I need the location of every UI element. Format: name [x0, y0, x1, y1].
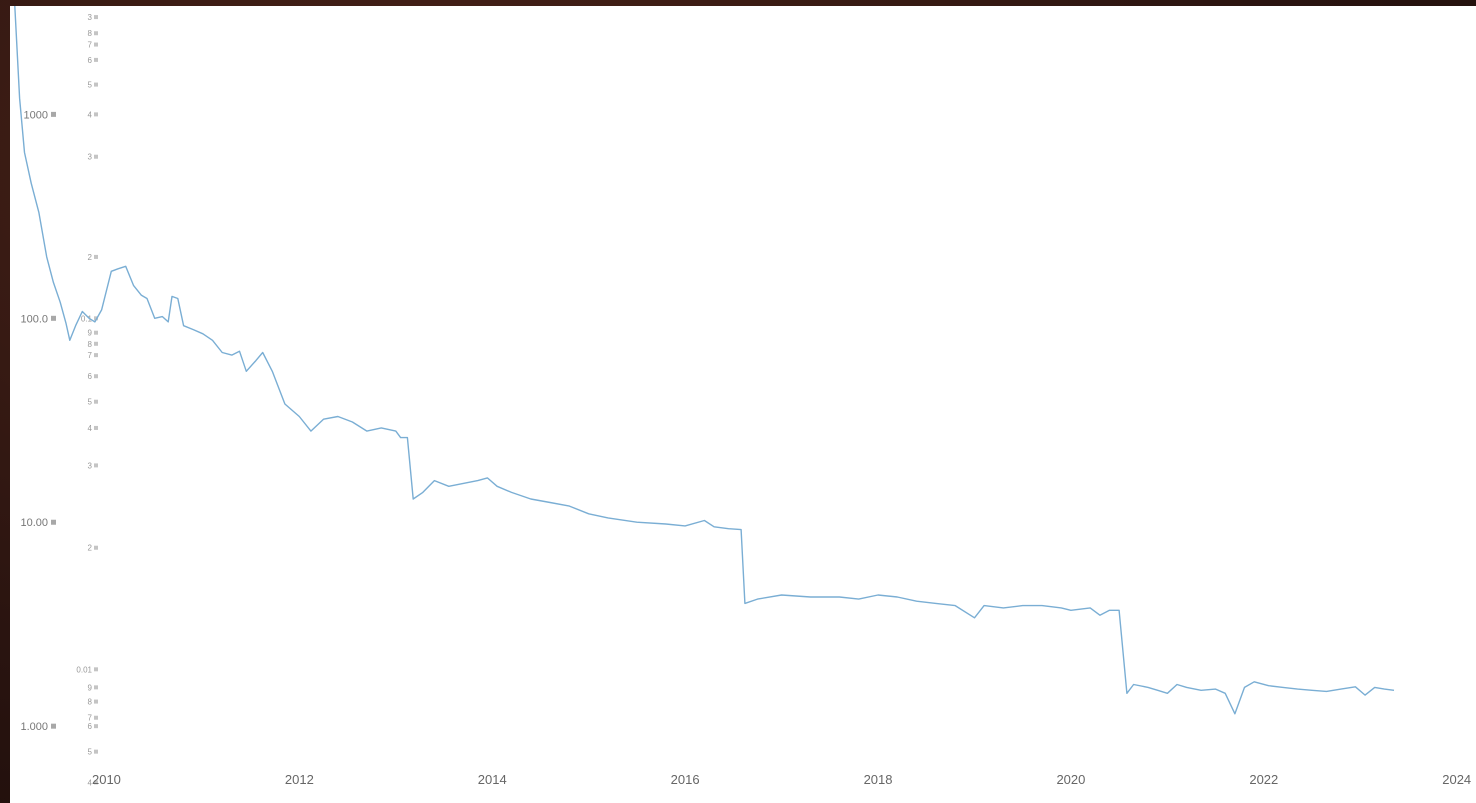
- y-minor-tick-label: 7: [88, 41, 93, 50]
- y-minor-tick-mark: [94, 374, 98, 379]
- y-minor-tick-label: 9: [88, 683, 93, 692]
- y-minor-tick-label: 7: [88, 714, 93, 723]
- chart-panel: 1000 100.0 10.00 1.000 3 8 7 6 5 4 3 2 0.1 9 8 7 6 5 4 3 2 0.…: [10, 6, 1476, 803]
- y-minor-tick-mark: [94, 399, 98, 404]
- y-minor-tick-mark: [94, 749, 98, 754]
- y-minor-tick-mark: [94, 425, 98, 430]
- series-line: [14, 6, 1395, 715]
- y-minor-tick-label: 2: [88, 544, 93, 553]
- line-chart: 1000100.010.001.000387654320.1987654320.…: [14, 6, 1471, 787]
- y-minor-tick-label: 5: [88, 81, 93, 90]
- x-tick-label: 2014: [478, 772, 507, 787]
- y-minor-tick-mark: [94, 780, 98, 785]
- y-minor-tick-label: 3: [88, 153, 93, 162]
- y-minor-tick-mark: [94, 667, 98, 672]
- y-minor-tick-label: 6: [88, 722, 93, 731]
- y-minor-tick-mark: [94, 353, 98, 358]
- y-minor-tick-mark: [94, 154, 98, 159]
- x-tick-label: 2020: [1056, 772, 1085, 787]
- x-tick-label: 2010: [92, 772, 121, 787]
- x-tick-label: 2012: [285, 772, 314, 787]
- y-minor-tick-mark: [94, 341, 98, 346]
- y-minor-tick-label: 7: [88, 351, 93, 360]
- y-axis: 1000100.010.001.000387654320.1987654320.…: [20, 13, 98, 787]
- y-major-tick-label: 1.000: [20, 721, 48, 733]
- y-minor-tick-label: 5: [88, 398, 93, 407]
- y-minor-tick-mark: [94, 57, 98, 62]
- y-minor-tick-label: 0.01: [76, 665, 92, 674]
- y-minor-tick-mark: [94, 15, 98, 20]
- y-major-tick-mark: [51, 519, 56, 525]
- y-minor-tick-mark: [94, 42, 98, 47]
- y-minor-tick-label: 2: [88, 253, 93, 262]
- y-minor-tick-mark: [94, 112, 98, 117]
- y-minor-tick-label: 4: [88, 424, 93, 433]
- y-minor-tick-label: 0.1: [81, 314, 93, 323]
- y-minor-tick-label: 8: [88, 340, 93, 349]
- y-major-tick-label: 100.0: [20, 313, 48, 325]
- y-minor-tick-mark: [94, 254, 98, 259]
- y-minor-tick-mark: [94, 316, 98, 321]
- y-major-tick-label: 1000: [24, 109, 48, 121]
- y-minor-tick-mark: [94, 699, 98, 704]
- y-minor-tick-label: 4: [88, 778, 93, 787]
- y-minor-tick-label: 3: [88, 13, 93, 22]
- series-layer: [14, 6, 1395, 715]
- x-tick-label: 2024: [1442, 772, 1471, 787]
- y-minor-tick-mark: [94, 715, 98, 720]
- y-minor-tick-label: 9: [88, 329, 93, 338]
- y-minor-tick-mark: [94, 463, 98, 468]
- x-tick-label: 2016: [671, 772, 700, 787]
- x-tick-label: 2018: [864, 772, 893, 787]
- y-minor-tick-mark: [94, 31, 98, 36]
- y-major-tick-mark: [51, 723, 56, 729]
- y-minor-tick-mark: [94, 545, 98, 550]
- y-minor-tick-mark: [94, 724, 98, 729]
- y-minor-tick-mark: [94, 330, 98, 335]
- y-major-tick-mark: [51, 111, 56, 117]
- y-minor-tick-mark: [94, 82, 98, 87]
- y-minor-tick-label: 6: [88, 372, 93, 381]
- y-major-tick-label: 10.00: [20, 517, 48, 529]
- y-minor-tick-label: 8: [88, 29, 93, 38]
- y-minor-tick-label: 4: [88, 110, 93, 119]
- y-minor-tick-label: 6: [88, 56, 93, 65]
- y-minor-tick-label: 3: [88, 461, 93, 470]
- y-minor-tick-label: 5: [88, 748, 93, 757]
- x-tick-label: 2022: [1249, 772, 1278, 787]
- x-axis: 2010 2012 2014 2016 2018 2020 2022 2024: [92, 772, 1471, 787]
- y-minor-tick-label: 8: [88, 698, 93, 707]
- y-major-tick-mark: [51, 315, 56, 321]
- y-minor-tick-mark: [94, 685, 98, 690]
